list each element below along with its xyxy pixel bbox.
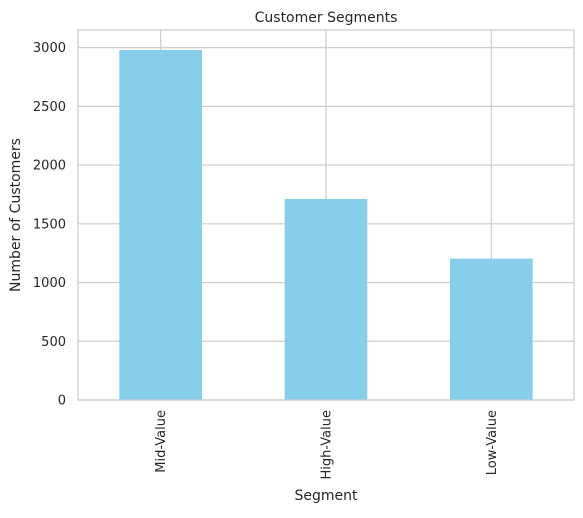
x-tick-label: Low-Value: [485, 410, 500, 475]
bars: [119, 49, 533, 400]
x-tick-label: High-Value: [320, 410, 335, 480]
y-tick-label: 1500: [33, 217, 66, 232]
plot-frame: [77, 29, 575, 401]
x-tick-label: Mid-Value: [154, 410, 169, 473]
y-tick-label: 2500: [33, 100, 66, 115]
bar-low-value: [450, 258, 533, 400]
y-tick-label: 0: [58, 394, 66, 409]
x-tick-labels: Mid-Value High-Value Low-Value: [154, 410, 500, 480]
bar-high-value: [284, 198, 368, 400]
y-tick-label: 2000: [33, 159, 66, 174]
bar-mid-value: [119, 49, 202, 400]
y-tick-labels: 0 500 1000 1500 2000 2500 3000: [33, 41, 66, 408]
y-tick-label: 500: [41, 335, 66, 350]
x-axis-label: Segment: [295, 488, 359, 504]
y-axis-label: Number of Customers: [8, 138, 24, 292]
chart-title: Customer Segments: [255, 10, 398, 26]
y-tick-label: 3000: [33, 41, 66, 56]
y-tick-label: 1000: [33, 276, 66, 291]
